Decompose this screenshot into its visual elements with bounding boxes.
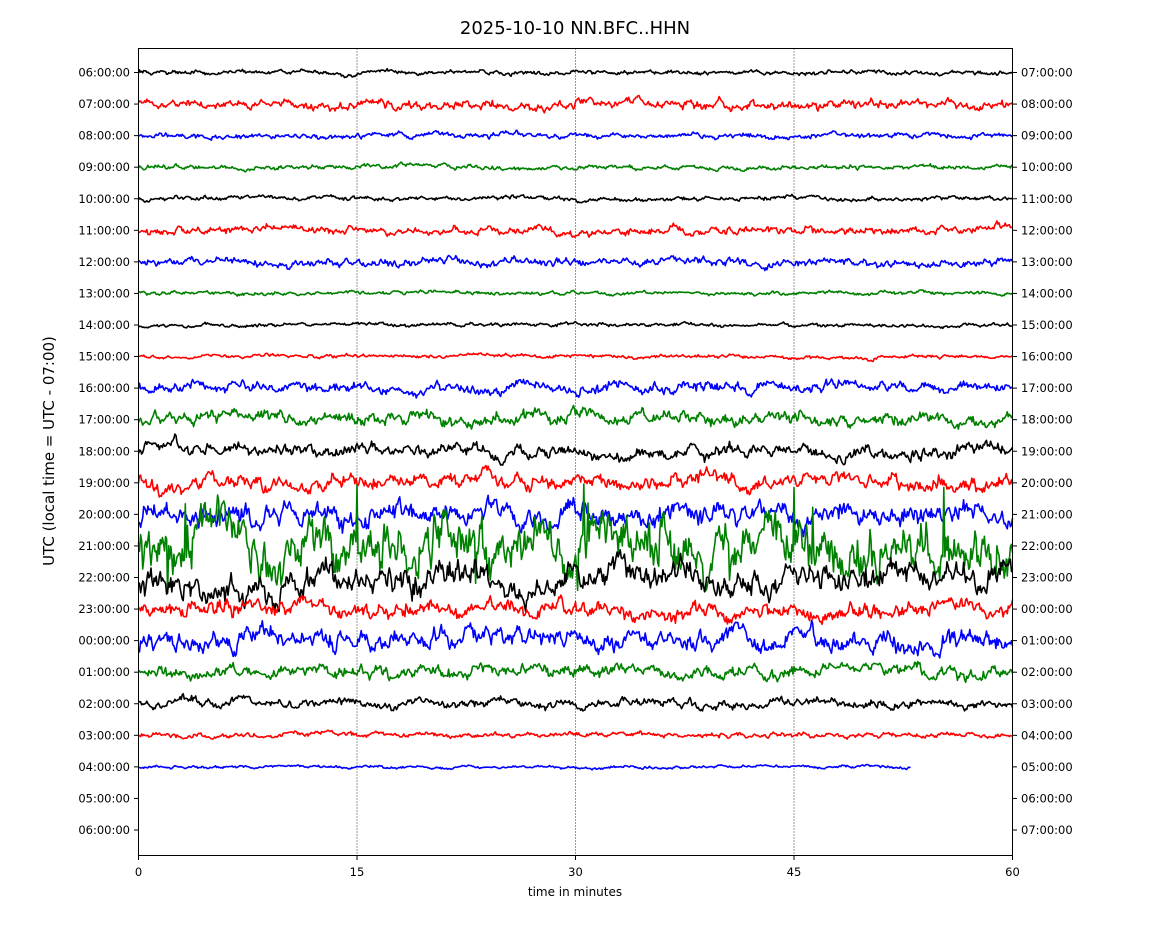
trace-210000: [137, 483, 1014, 595]
trace-230000: [138, 594, 1014, 626]
y-tick-label-left: 22:00:00: [78, 571, 130, 585]
y-tick-label-right: 09:00:00: [1021, 129, 1073, 143]
y-tick-label-right: 20:00:00: [1021, 476, 1073, 490]
trace-130000: [138, 289, 1013, 297]
y-tick-label-right: 05:00:00: [1021, 760, 1073, 774]
y-tick-label-left: 14:00:00: [78, 318, 130, 332]
y-tick-label-right: 02:00:00: [1021, 665, 1073, 679]
y-tick-label-right: 17:00:00: [1021, 381, 1073, 395]
plot-frame: [138, 48, 1013, 856]
y-tick-label-right: 14:00:00: [1021, 286, 1073, 300]
trace-060000: [137, 67, 1014, 79]
trace-140000: [138, 320, 1013, 330]
x-tick-label: 30: [568, 865, 583, 879]
y-tick-label-right: 06:00:00: [1021, 791, 1073, 805]
y-tick-label-right: 08:00:00: [1021, 97, 1073, 111]
trace-100000: [137, 193, 1013, 204]
y-tick-label-right: 03:00:00: [1021, 697, 1073, 711]
y-tick-label-right: 23:00:00: [1021, 571, 1073, 585]
y-tick-label-right: 12:00:00: [1021, 223, 1073, 237]
y-tick-label-left: 12:00:00: [78, 255, 130, 269]
chart-title: 2025-10-10 NN.BFC..HHN: [460, 18, 690, 39]
ticks: 0 15 30 45 60 06:00:00 07:00:00 08:00:00 09:00:0…: [78, 66, 1072, 880]
y-tick-label-right: 13:00:00: [1021, 255, 1073, 269]
y-axis-label: UTC (local time = UTC - 07:00): [40, 336, 58, 566]
trace-070000: [137, 94, 1014, 114]
y-tick-label-left: 03:00:00: [78, 728, 130, 742]
x-axis-label: time in minutes: [528, 885, 622, 899]
trace-170000: [137, 404, 1014, 430]
y-tick-label-left: 16:00:00: [78, 381, 130, 395]
y-tick-label-right: 10:00:00: [1021, 160, 1073, 174]
trace-000000: [137, 619, 1014, 659]
y-tick-label-left: 21:00:00: [78, 539, 130, 553]
x-tick-label: 45: [787, 865, 802, 879]
y-tick-label-right: 01:00:00: [1021, 634, 1073, 648]
trace-110000: [138, 220, 1013, 238]
y-tick-label-right: 07:00:00: [1021, 66, 1073, 80]
y-tick-label-right: 16:00:00: [1021, 350, 1073, 364]
trace-090000: [137, 161, 1013, 173]
trace-220000: [137, 548, 1014, 613]
trace-200000: [138, 494, 1014, 538]
trace-120000: [138, 254, 1014, 272]
traces: [137, 67, 1014, 771]
trace-080000: [138, 129, 1013, 141]
y-tick-label-right: 21:00:00: [1021, 507, 1073, 521]
y-tick-label-left: 19:00:00: [78, 476, 130, 490]
y-tick-label-right: 15:00:00: [1021, 318, 1073, 332]
y-tick-label-left: 08:00:00: [78, 129, 130, 143]
trace-180000: [137, 433, 1014, 466]
y-tick-label-left: 10:00:00: [78, 192, 130, 206]
trace-190000: [137, 464, 1014, 498]
x-tick-label: 15: [350, 865, 365, 879]
y-tick-label-left: 05:00:00: [78, 791, 130, 805]
y-tick-label-left: 09:00:00: [78, 160, 130, 174]
y-tick-label-right: 18:00:00: [1021, 413, 1073, 427]
trace-010000: [137, 660, 1014, 684]
y-tick-label-right: 19:00:00: [1021, 444, 1073, 458]
y-tick-label-right: 11:00:00: [1021, 192, 1073, 206]
trace-040000: [138, 763, 911, 771]
y-tick-label-left: 06:00:00: [78, 66, 130, 80]
y-tick-label-left: 06:00:00: [78, 823, 130, 837]
y-tick-label-right: 22:00:00: [1021, 539, 1073, 553]
y-tick-label-left: 20:00:00: [78, 507, 130, 521]
x-tick-label: 60: [1005, 865, 1020, 879]
grid: [356, 48, 795, 856]
y-tick-label-right: 07:00:00: [1021, 823, 1073, 837]
y-tick-label-right: 04:00:00: [1021, 728, 1073, 742]
trace-150000: [138, 352, 1013, 363]
y-tick-label-left: 13:00:00: [78, 286, 130, 300]
y-tick-label-left: 07:00:00: [78, 97, 130, 111]
x-tick-label: 0: [135, 865, 142, 879]
y-tick-label-left: 18:00:00: [78, 444, 130, 458]
trace-160000: [137, 378, 1013, 399]
y-tick-label-left: 23:00:00: [78, 602, 130, 616]
y-tick-label-left: 01:00:00: [78, 665, 130, 679]
trace-030000: [138, 729, 1013, 741]
trace-020000: [138, 692, 1014, 712]
y-tick-label-left: 02:00:00: [78, 697, 130, 711]
y-tick-label-left: 17:00:00: [78, 413, 130, 427]
y-tick-label-left: 15:00:00: [78, 350, 130, 364]
y-tick-label-right: 00:00:00: [1021, 602, 1073, 616]
y-tick-label-left: 04:00:00: [78, 760, 130, 774]
y-tick-label-left: 00:00:00: [78, 634, 130, 648]
y-tick-label-left: 11:00:00: [78, 223, 130, 237]
